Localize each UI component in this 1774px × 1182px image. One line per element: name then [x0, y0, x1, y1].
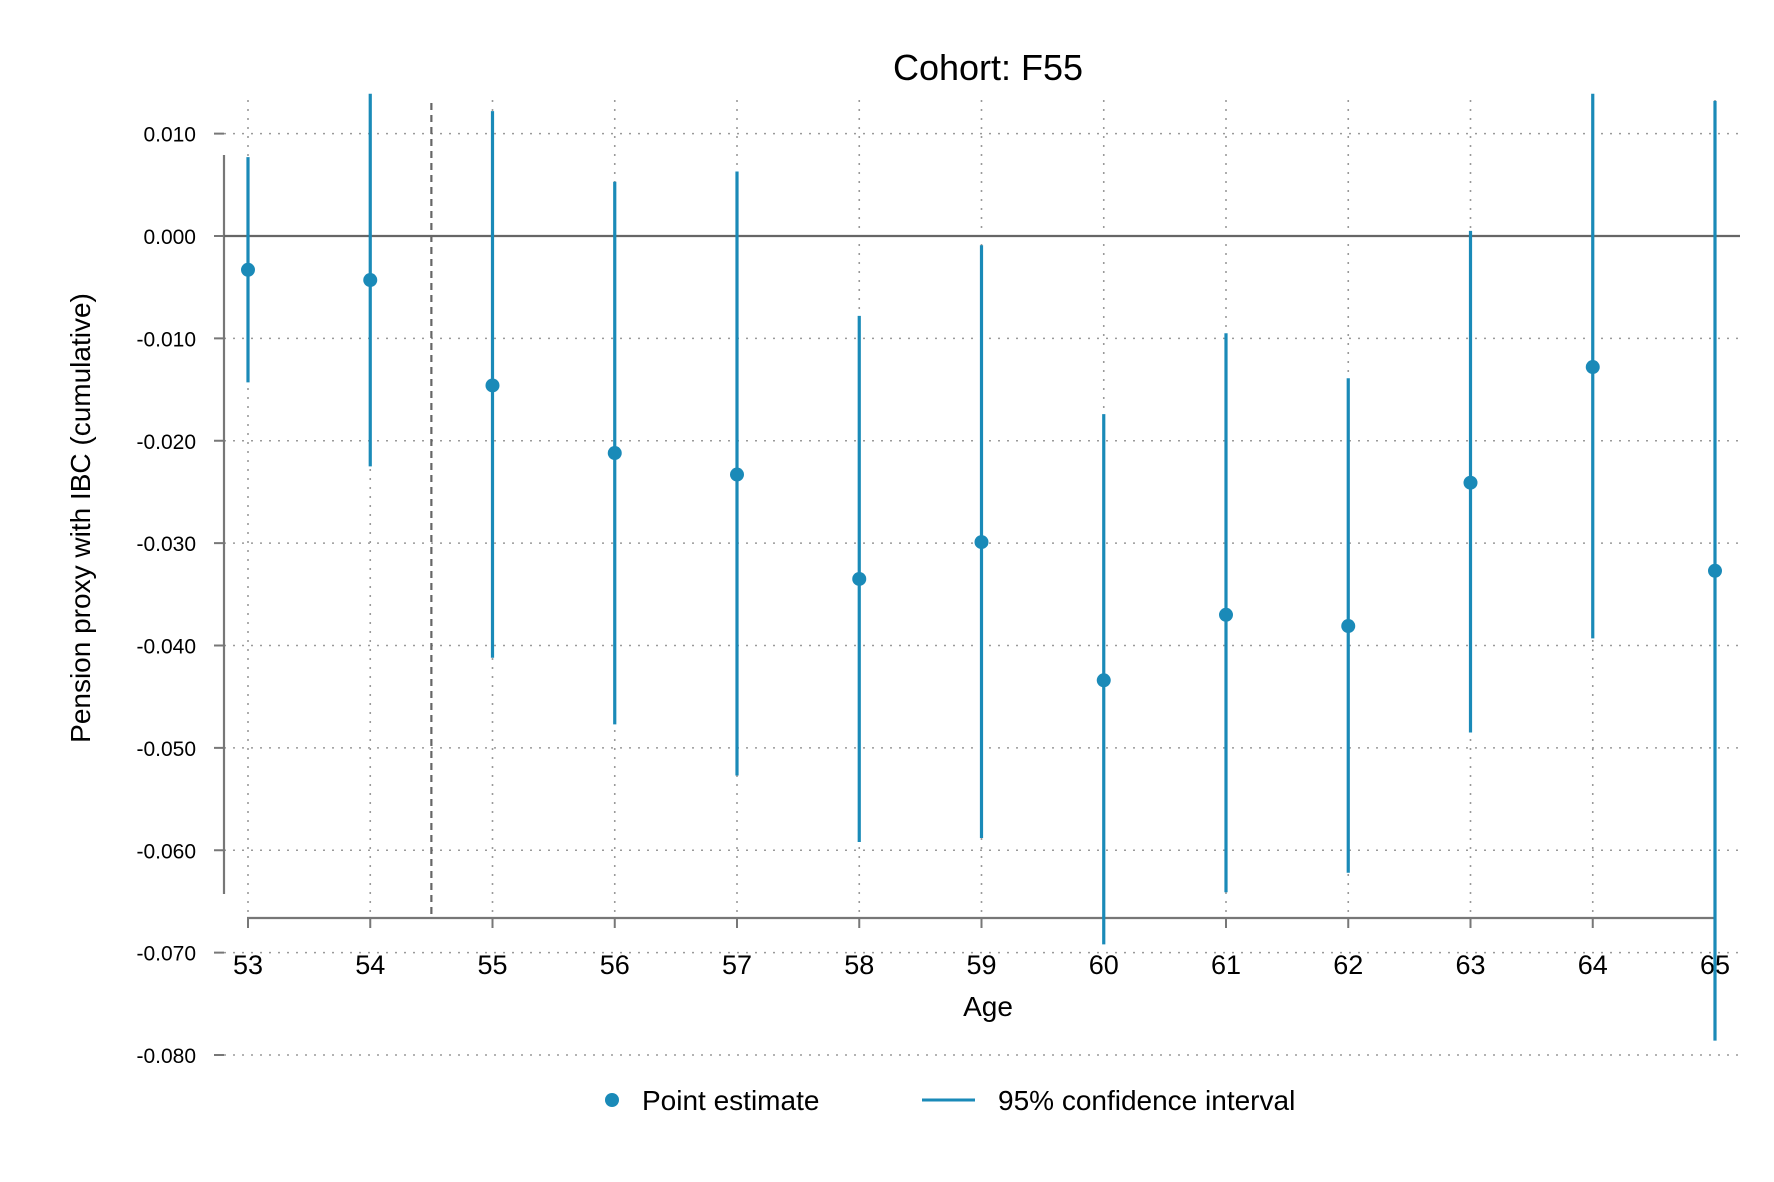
x-tick-label: 56 [600, 950, 630, 980]
x-axis-label: Age [963, 991, 1013, 1022]
legend: Point estimate 95% confidence interval [605, 1085, 1295, 1116]
x-tick-label: 63 [1455, 950, 1485, 980]
x-tick-label: 62 [1333, 950, 1363, 980]
reference-lines [224, 103, 1740, 918]
y-tick-label: 0.010 [143, 124, 196, 147]
y-tick-label: -0.020 [136, 431, 196, 454]
x-tick-label: 57 [722, 950, 752, 980]
point-estimate-marker [607, 446, 622, 461]
point-estimate-marker [1585, 360, 1600, 375]
y-tick-label: 0.000 [143, 226, 196, 249]
y-axis-label: Pension proxy with IBC (cumulative) [65, 293, 96, 743]
x-axis-ticks: 53 54 55 56 57 58 59 60 61 62 63 64 65 [233, 918, 1730, 980]
chart-title: Cohort: F55 [893, 47, 1083, 88]
point-estimate-marker [852, 571, 867, 586]
point-estimate-marker [730, 467, 744, 482]
x-tick-label: 59 [966, 950, 996, 980]
y-axis-ticks: 0.010 0.000 -0.010 -0.020 -0.030 -0.040 -0.050… [136, 124, 224, 1068]
y-tick-label: -0.070 [136, 943, 196, 966]
y-tick-label: -0.080 [136, 1045, 196, 1068]
x-tick-label: 54 [355, 950, 385, 980]
legend-point-marker [605, 1093, 619, 1107]
y-tick-label: -0.050 [136, 738, 196, 761]
x-tick-label: 60 [1089, 950, 1119, 980]
y-tick-label: -0.040 [136, 636, 196, 659]
point-estimates [241, 262, 1722, 688]
point-estimate-marker [485, 378, 500, 393]
y-tick-label: -0.030 [136, 533, 196, 556]
point-estimate-marker [1708, 563, 1722, 578]
legend-label-confidence-interval: 95% confidence interval [998, 1085, 1295, 1116]
x-tick-label: 55 [477, 950, 507, 980]
x-tick-label: 53 [233, 950, 263, 980]
legend-label-point-estimate: Point estimate [642, 1085, 819, 1116]
point-estimate-marker [1219, 607, 1233, 622]
x-tick-label: 58 [844, 950, 874, 980]
point-estimate-marker [974, 535, 989, 550]
point-estimate-marker [241, 262, 255, 277]
x-tick-label: 61 [1211, 950, 1241, 980]
y-tick-label: -0.060 [136, 840, 196, 863]
axes [222, 155, 1716, 920]
y-tick-label: -0.010 [136, 328, 196, 351]
point-estimate-marker [1096, 673, 1111, 688]
point-estimate-marker [1463, 475, 1478, 490]
point-estimate-marker [363, 273, 378, 288]
point-estimate-marker [1341, 619, 1356, 634]
x-tick-label: 64 [1578, 950, 1608, 980]
